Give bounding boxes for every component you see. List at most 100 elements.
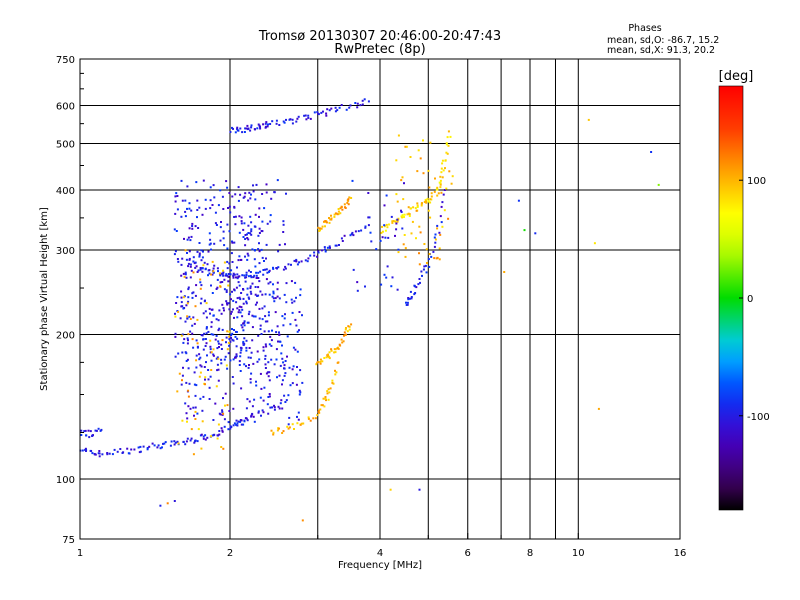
data-point [211,434,214,437]
data-point [272,431,275,434]
data-point [268,379,271,382]
data-point [441,162,444,165]
data-point [189,263,192,266]
data-point [182,272,185,275]
data-point [334,212,337,215]
data-point [130,448,133,451]
data-point [196,216,198,219]
data-point [190,269,193,272]
data-point [188,258,191,261]
data-point [205,361,207,364]
data-point [249,290,252,293]
data-point [325,114,328,117]
data-point [657,183,660,186]
data-point [249,378,252,381]
data-point [122,451,125,454]
data-point [246,252,249,255]
data-point [274,297,277,300]
data-point [251,405,254,408]
data-point [395,222,398,225]
data-point [296,422,299,425]
data-point [394,234,396,237]
data-point [175,302,178,304]
data-point [200,365,203,368]
data-point [256,295,259,297]
data-point [198,255,201,258]
data-point [271,295,274,298]
data-point [216,434,219,437]
data-point [343,334,345,337]
data-point [178,372,181,375]
data-point [232,272,235,275]
data-point [283,317,286,320]
data-point [223,418,226,421]
data-point [439,215,442,218]
data-point [335,371,338,374]
data-point [240,324,243,327]
data-point [191,227,194,230]
data-point [186,420,188,423]
data-point [352,268,355,271]
data-point [257,271,260,274]
data-point [194,305,197,308]
data-point [199,356,202,359]
data-point [248,400,251,403]
data-point [285,192,287,195]
data-point [407,212,410,215]
data-point [309,117,312,120]
data-point [219,189,222,192]
data-point [441,225,444,228]
data-point [259,270,262,273]
data-point [232,358,235,361]
data-point [252,362,255,365]
data-point [321,360,324,363]
data-point [207,250,210,253]
data-point [380,231,383,234]
data-point [216,369,219,372]
data-point [249,287,252,290]
data-point [256,301,258,304]
data-point [237,311,240,314]
data-point [181,379,183,382]
data-point [241,326,244,329]
data-point [319,408,322,411]
data-point [226,330,229,333]
data-point [195,384,198,387]
data-point [441,201,444,204]
data-point [249,356,252,359]
data-point [222,274,225,277]
data-point [195,354,198,357]
data-point [227,421,230,424]
data-point [236,273,239,276]
data-point [286,335,289,338]
data-point [204,434,207,437]
data-point [261,318,264,321]
data-point [226,186,229,189]
data-point [200,433,203,436]
data-point [196,440,199,443]
data-point [317,226,320,229]
data-point [282,220,285,223]
data-point [245,339,248,342]
data-point [440,191,443,194]
data-point [270,197,273,200]
data-point [174,250,177,253]
data-point [244,192,247,195]
data-point [276,281,279,284]
data-point [324,220,327,223]
data-point [216,286,219,289]
data-point [593,242,596,245]
data-point [212,419,215,421]
data-point [181,419,184,422]
data-point [219,281,222,284]
data-point [223,358,226,361]
data-point [189,265,192,268]
data-point [208,269,211,272]
data-point [409,156,412,158]
data-point [323,357,326,359]
data-point [432,250,435,253]
data-point [222,237,225,240]
data-point [414,207,417,210]
data-point [304,259,307,262]
data-point [409,207,412,210]
